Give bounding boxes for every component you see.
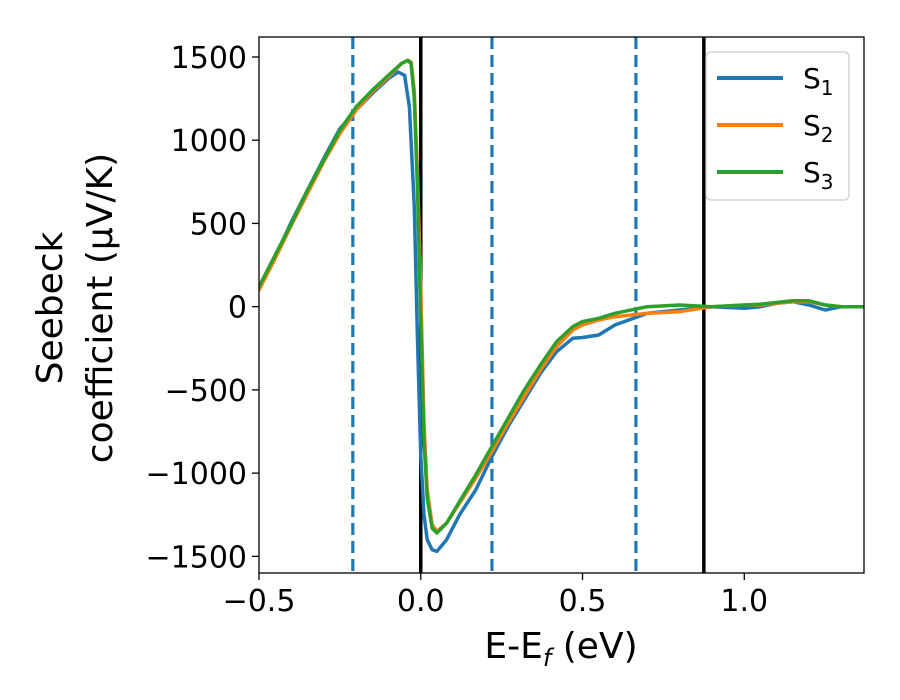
x-tick-label: −0.5 [223,584,296,619]
y-axis-label-line1: Seebeck [30,231,71,384]
legend-label-main: S [803,62,821,95]
x-tick-label: 0.0 [397,584,445,619]
x-tick-label: 0.5 [559,584,607,619]
series-line-s3 [259,58,864,535]
y-tick-label: 0 [228,291,247,326]
legend-label-s3: S3 [803,156,834,194]
x-axis-label-unit: (eV) [551,626,637,667]
x-axis-label-main: E-E [484,626,542,667]
legend-label-subscript: 1 [821,76,834,100]
legend-label-s1: S1 [803,62,834,100]
y-tick-label: 1000 [171,124,247,159]
y-tick-label: −500 [165,374,247,409]
legend-label-subscript: 3 [821,170,834,194]
legend-label-main: S [803,156,821,189]
y-tick-label: 1500 [171,41,247,76]
legend-label-s2: S2 [803,109,834,147]
y-axis-label-group: Seebeck coefficient (μV/K) [30,153,121,463]
x-tick-label: 1.0 [720,584,768,619]
x-axis-ticks: −0.5 0.0 0.5 1.0 [223,573,768,619]
x-axis-label: E-Ef (eV) [484,626,637,672]
y-axis-label-line2: coefficient (μV/K) [80,153,121,463]
series-lines [259,58,864,554]
y-tick-label: −1000 [146,457,247,492]
legend-label-subscript: 2 [821,123,834,147]
y-tick-label: −1500 [146,540,247,575]
y-tick-label: 500 [190,207,247,242]
legend-label-main: S [803,109,821,142]
plot-frame [258,36,865,574]
y-axis-ticks: −1500 −1000 −500 0 500 1000 1500 [146,41,259,575]
